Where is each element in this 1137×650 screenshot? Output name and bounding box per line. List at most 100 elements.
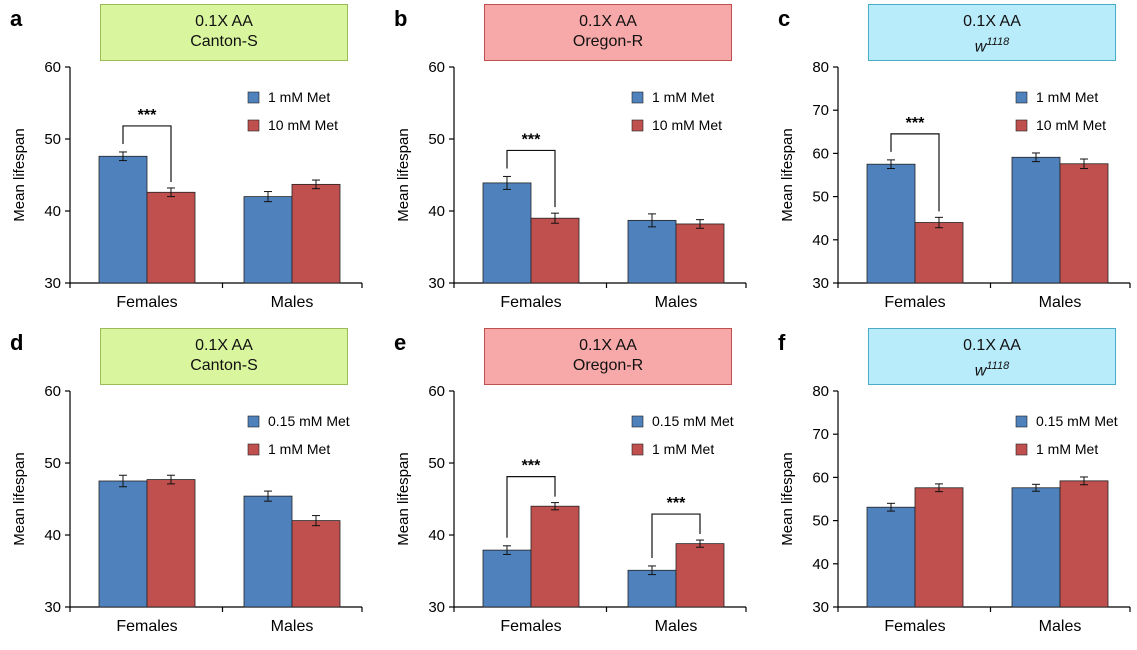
y-tick-label: 40: [428, 527, 445, 544]
legend-swatch: [631, 415, 644, 428]
bar: [675, 223, 725, 284]
y-tick-label: 60: [812, 469, 829, 486]
chart-svg: c 30 40 50 60 70 80 Mean lifespan Females Males **…: [778, 6, 1131, 311]
y-tick-label: 50: [428, 131, 445, 148]
bar: [914, 222, 964, 284]
x-category-label: Females: [500, 618, 561, 635]
bar: [482, 182, 532, 284]
legend-swatch: [1015, 119, 1028, 132]
x-category-label: Females: [884, 294, 945, 311]
bar: [291, 520, 341, 608]
x-category-label: Females: [500, 294, 561, 311]
legend-swatch: [247, 91, 260, 104]
y-tick-label: 40: [812, 232, 829, 249]
y-tick-label: 70: [812, 102, 829, 119]
legend-swatch: [247, 443, 260, 456]
x-category-label: Males: [271, 294, 314, 311]
y-tick-label: 30: [428, 275, 445, 292]
bar: [1011, 487, 1061, 608]
bar: [98, 480, 148, 608]
y-tick-label: 40: [44, 203, 61, 220]
significance-label: ***: [138, 107, 157, 124]
legend-swatch: [631, 119, 644, 132]
bar: [1059, 163, 1109, 284]
y-tick-label: 50: [428, 455, 445, 472]
bar: [98, 155, 148, 284]
x-category-label: Males: [655, 294, 698, 311]
chart-panel-f: f 30 40 50 60 70 80 Mean lifespan Females Males 0.…: [768, 324, 1137, 644]
legend-label: 10 mM Met: [652, 117, 722, 133]
legend-label: 1 mM Met: [268, 441, 330, 457]
y-tick-label: 30: [44, 599, 61, 616]
y-axis-label: Mean lifespan: [11, 128, 28, 221]
legend-swatch: [247, 415, 260, 428]
y-tick-label: 70: [812, 426, 829, 443]
significance-label: ***: [522, 458, 541, 475]
y-axis-label: Mean lifespan: [395, 452, 412, 545]
x-category-label: Males: [655, 618, 698, 635]
y-tick-label: 60: [812, 145, 829, 162]
x-category-label: Females: [884, 618, 945, 635]
strain-superscript: 1118: [986, 360, 1010, 372]
y-tick-label: 80: [812, 383, 829, 400]
bar: [243, 196, 293, 284]
legend-label: 0.15 mM Met: [268, 413, 350, 429]
legend-label: 0.15 mM Met: [652, 413, 734, 429]
x-category-label: Females: [116, 294, 177, 311]
bar: [675, 543, 725, 608]
strain-label: w1118: [974, 360, 1010, 380]
bar: [914, 487, 964, 608]
strain-label: w1118: [974, 36, 1010, 56]
x-category-label: Males: [1039, 294, 1082, 311]
significance-bracket: [506, 476, 556, 538]
strain-superscript: 1118: [986, 36, 1010, 48]
strain-label: Oregon-R: [572, 33, 644, 50]
significance-label: ***: [667, 495, 686, 512]
bar: [482, 549, 532, 608]
diet-label: 0.1X AA: [963, 13, 1021, 30]
diet-label: 0.1X AA: [579, 337, 637, 354]
y-tick-label: 50: [812, 513, 829, 530]
chart-svg: e 30 40 50 60 Mean lifespan Females Males *** ***…: [394, 330, 747, 635]
significance-bracket: [506, 149, 556, 208]
x-category-label: Males: [271, 618, 314, 635]
significance-bracket: [122, 125, 172, 182]
diet-label: 0.1X AA: [579, 13, 637, 30]
significance-bracket: [890, 133, 940, 212]
bar: [1011, 156, 1061, 284]
strain-label: Oregon-R: [572, 357, 644, 374]
y-tick-label: 40: [428, 203, 445, 220]
significance-label: ***: [906, 115, 925, 132]
chart-svg: d 30 40 50 60 Mean lifespan Females Males 0.15 m…: [10, 330, 363, 635]
strain-label: Canton-S: [190, 33, 258, 50]
chart-panel-a: a 30 40 50 60 Mean lifespan Females Males *** 1 m…: [0, 0, 370, 320]
bar: [291, 183, 341, 284]
legend-label: 1 mM Met: [1036, 89, 1098, 105]
y-tick-label: 40: [44, 527, 61, 544]
y-axis-label: Mean lifespan: [779, 128, 796, 221]
y-axis-label: Mean lifespan: [779, 452, 796, 545]
condition-label-box: 0.1X AA w1118: [868, 328, 1116, 385]
x-category-label: Males: [1039, 618, 1082, 635]
legend-label: 1 mM Met: [652, 441, 714, 457]
panel-letter: f: [778, 330, 786, 355]
legend-label: 1 mM Met: [652, 89, 714, 105]
strain-label: Canton-S: [190, 357, 258, 374]
bar: [243, 495, 293, 608]
y-tick-label: 30: [428, 599, 445, 616]
x-category-label: Females: [116, 618, 177, 635]
panel-letter: a: [10, 6, 23, 31]
legend-label: 10 mM Met: [1036, 117, 1106, 133]
bar: [530, 217, 580, 284]
bar: [146, 479, 196, 608]
panel-letter: b: [394, 6, 407, 31]
diet-label: 0.1X AA: [195, 337, 253, 354]
significance-bracket: [651, 513, 701, 558]
y-tick-label: 50: [44, 131, 61, 148]
y-tick-label: 50: [44, 455, 61, 472]
bar: [530, 505, 580, 608]
legend-swatch: [631, 91, 644, 104]
y-tick-label: 50: [812, 189, 829, 206]
diet-label: 0.1X AA: [195, 13, 253, 30]
